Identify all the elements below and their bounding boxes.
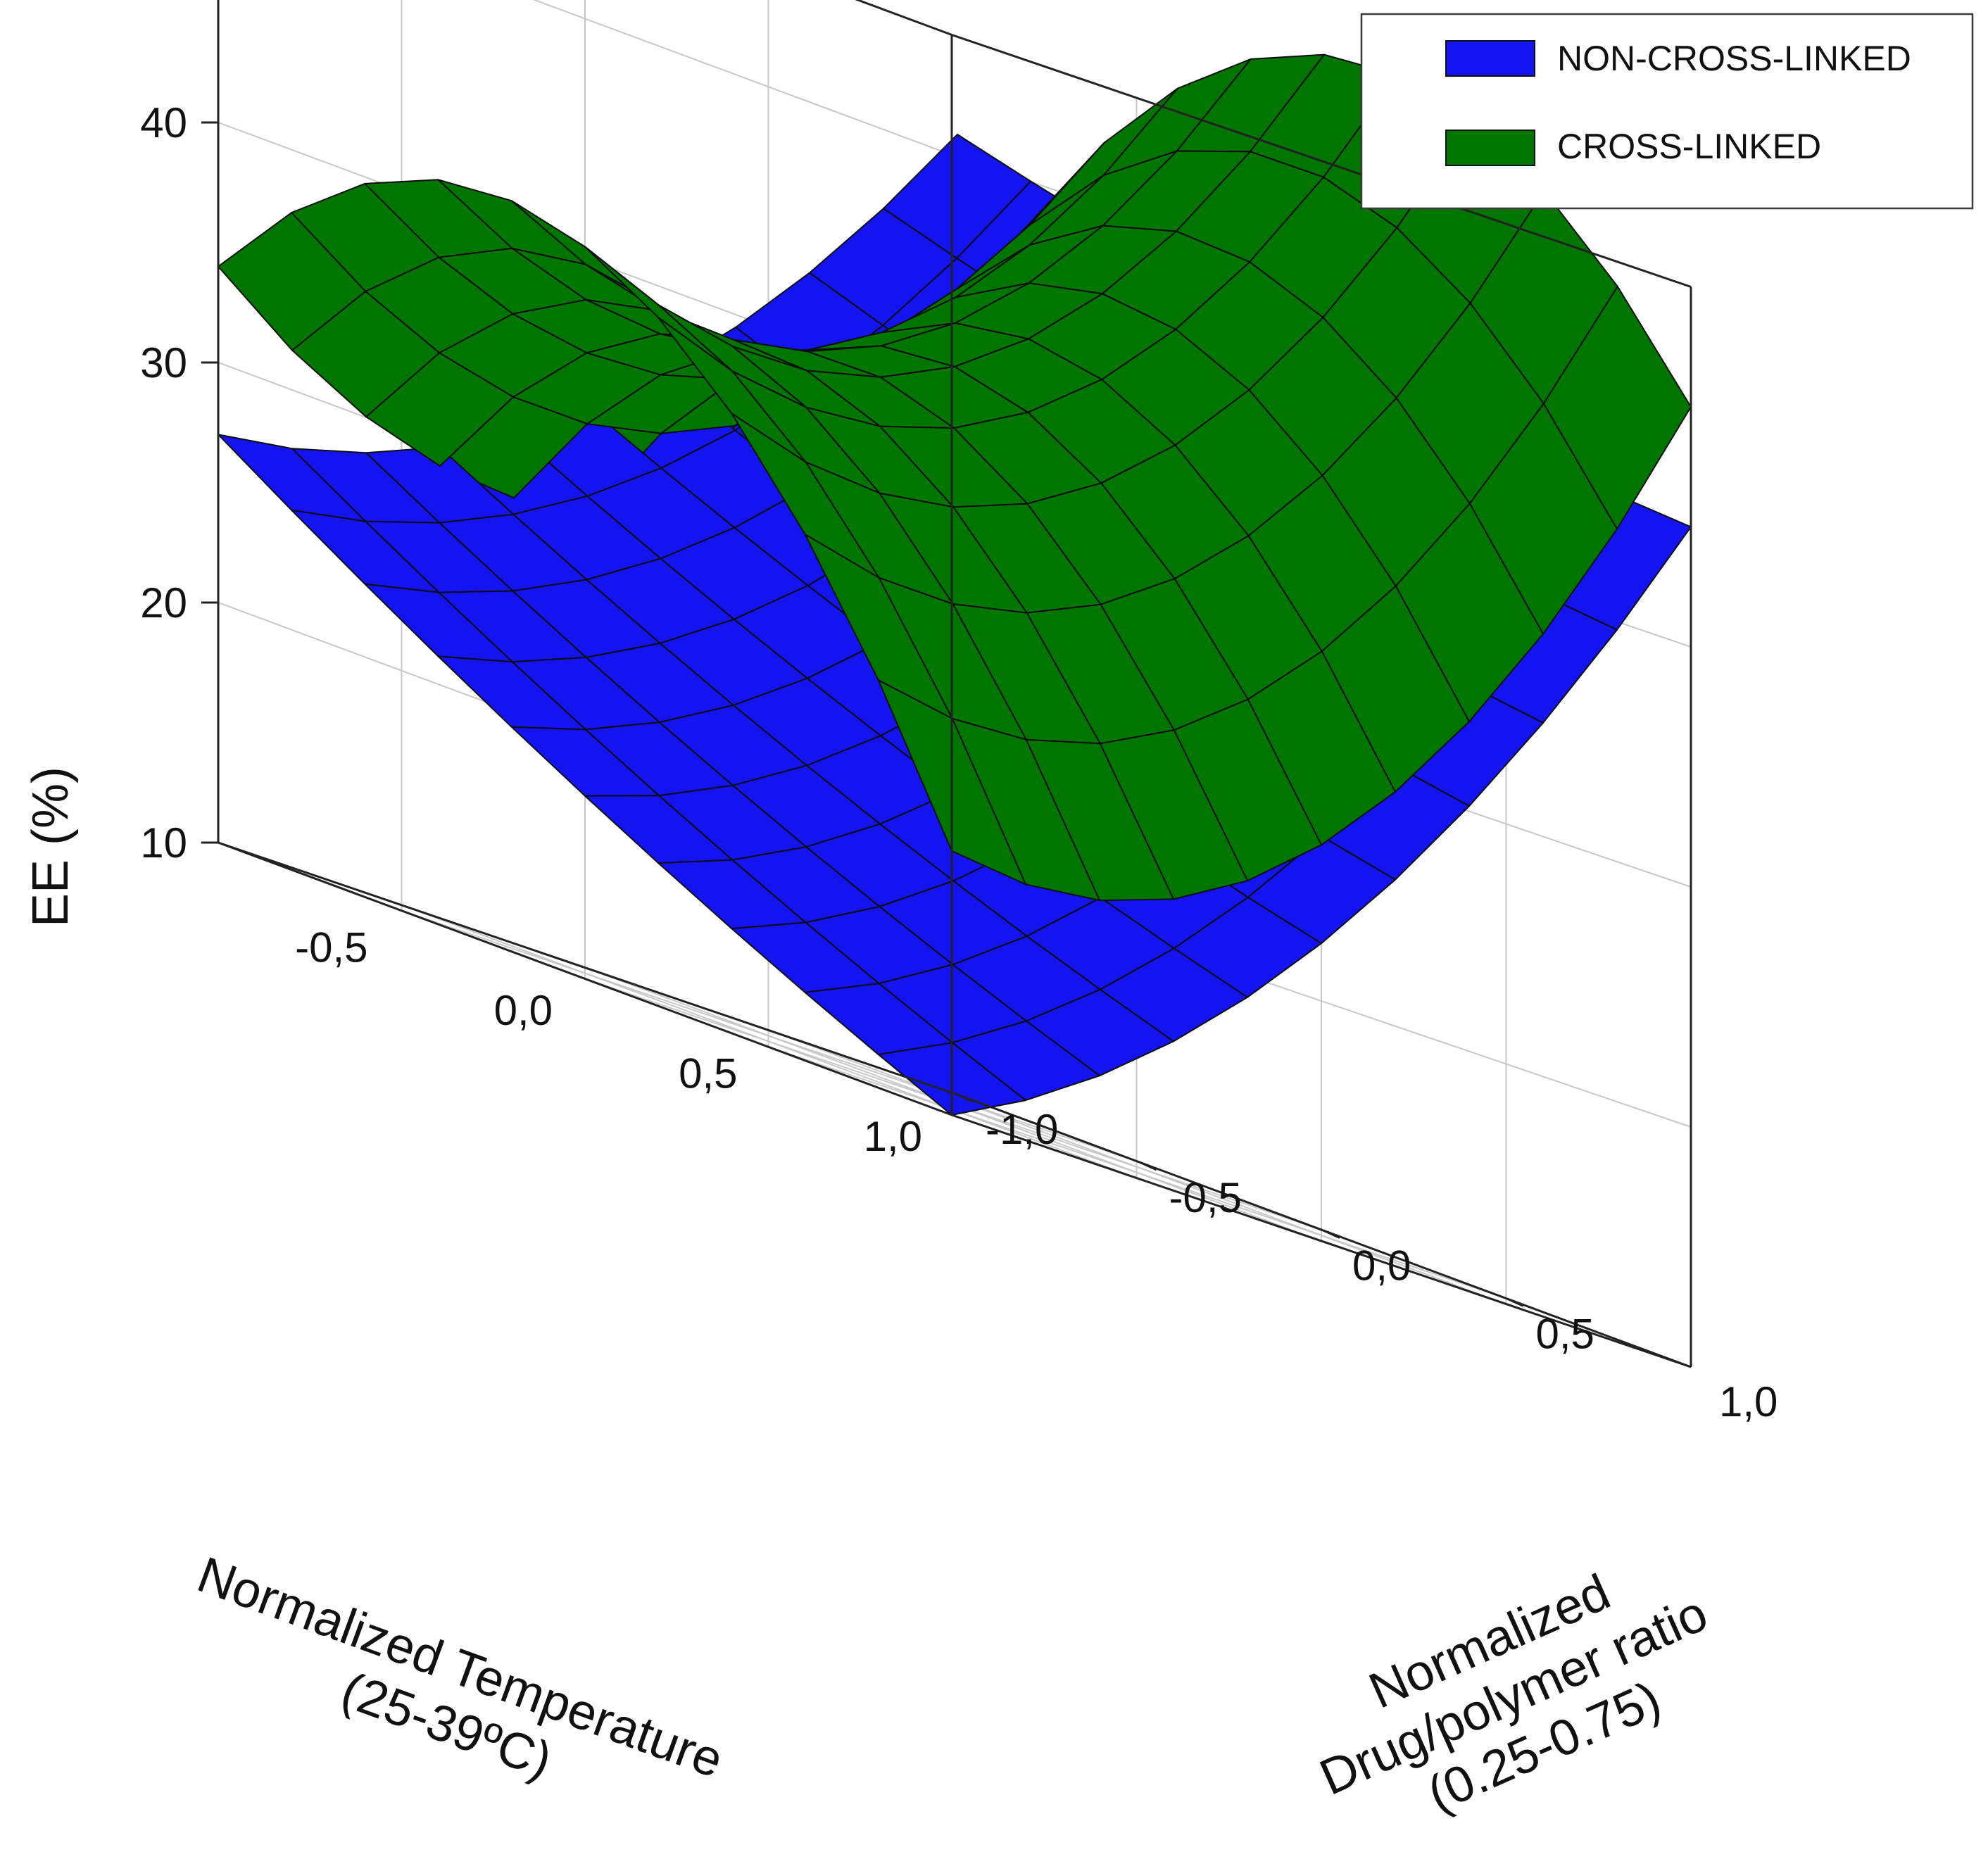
legend-swatch-non-cross-linked xyxy=(1445,40,1535,77)
y-tick-label: 1,0 xyxy=(1719,1378,1778,1425)
gridline-floor-y xyxy=(403,905,1137,1179)
x-axis-title: Normalized Temperature (25-39ºC) xyxy=(170,1546,743,1849)
frame-edge xyxy=(218,841,952,1116)
frame-edge xyxy=(218,841,958,1096)
x-tick-label: -0,5 xyxy=(295,924,367,971)
x-tick-mark xyxy=(1506,1297,1524,1307)
z-tick-label: 10 xyxy=(140,819,187,867)
x-tick-label: 1,0 xyxy=(864,1113,922,1160)
z-tick-label: 40 xyxy=(140,99,187,146)
z-tick-label: 30 xyxy=(140,339,187,386)
z-axis-title: EE (%) xyxy=(23,767,79,927)
y-tick-label: -1,0 xyxy=(986,1106,1058,1153)
chart-frame xyxy=(201,0,1692,1368)
chart-surfaces xyxy=(218,53,1692,1116)
x-tick-mark xyxy=(1323,1230,1340,1239)
x-tick-label: 0,5 xyxy=(679,1050,737,1097)
y-tick-label: -0,5 xyxy=(1169,1174,1242,1221)
legend-label-non-cross-linked: NON-CROSS-LINKED xyxy=(1557,39,1911,78)
y-tick-label: 0,0 xyxy=(1352,1242,1411,1290)
legend-label-cross-linked: CROSS-LINKED xyxy=(1557,127,1821,166)
x-tick-mark xyxy=(957,1093,974,1103)
x-tick-label: 0,0 xyxy=(494,987,553,1034)
y-axis-title: Normalized Drug/polymer ratio (0.25-0.75… xyxy=(1288,1525,1752,1860)
z-tick-label: 20 xyxy=(140,579,187,626)
x-tick-mark xyxy=(1140,1161,1157,1171)
y-tick-label: 0,5 xyxy=(1536,1310,1594,1357)
frame-edge xyxy=(951,34,1692,288)
gridline-floor-y xyxy=(772,1031,1506,1305)
legend-swatch-cross-linked xyxy=(1445,130,1535,166)
legend: NON-CROSS-LINKED CROSS-LINKED xyxy=(1360,13,1974,210)
frame-edge xyxy=(951,1114,1692,1368)
